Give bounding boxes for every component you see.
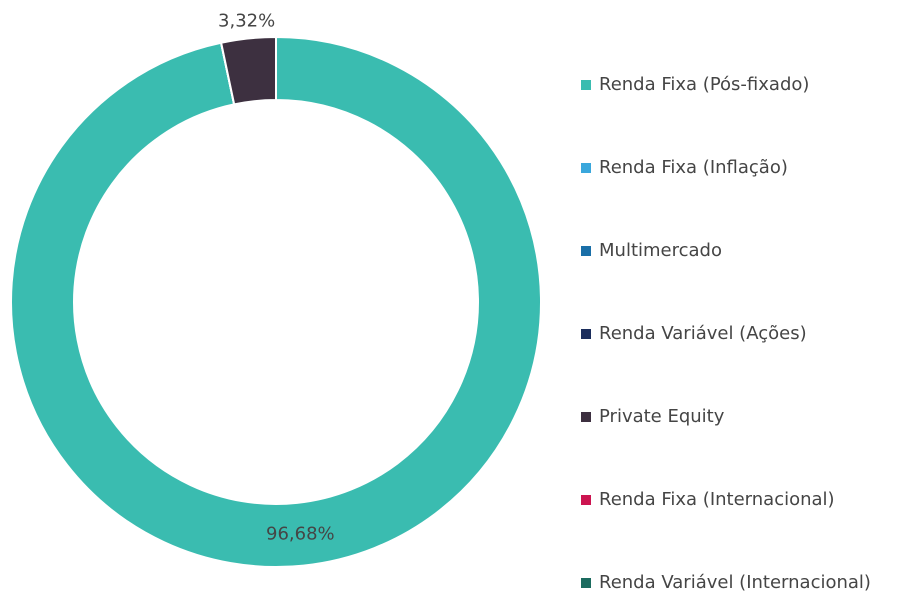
legend-swatch [581,163,591,173]
legend-swatch [581,412,591,422]
legend-label: Renda Fixa (Pós-fixado) [599,74,809,95]
donut-slice [10,35,542,568]
legend-label: Renda Variável (Internacional) [599,572,871,593]
legend-swatch [581,495,591,505]
legend-label: Private Equity [599,406,725,427]
legend-label: Renda Fixa (Inflação) [599,157,788,178]
legend-swatch [581,80,591,90]
legend-swatch [581,329,591,339]
data-label: 96,68% [266,524,335,545]
legend-label: Renda Variável (Ações) [599,323,807,344]
legend-swatch [581,246,591,256]
data-label: 3,32% [218,11,275,32]
legend-label: Multimercado [599,240,722,261]
legend-swatch [581,578,591,588]
legend-label: Renda Fixa (Internacional) [599,489,835,510]
